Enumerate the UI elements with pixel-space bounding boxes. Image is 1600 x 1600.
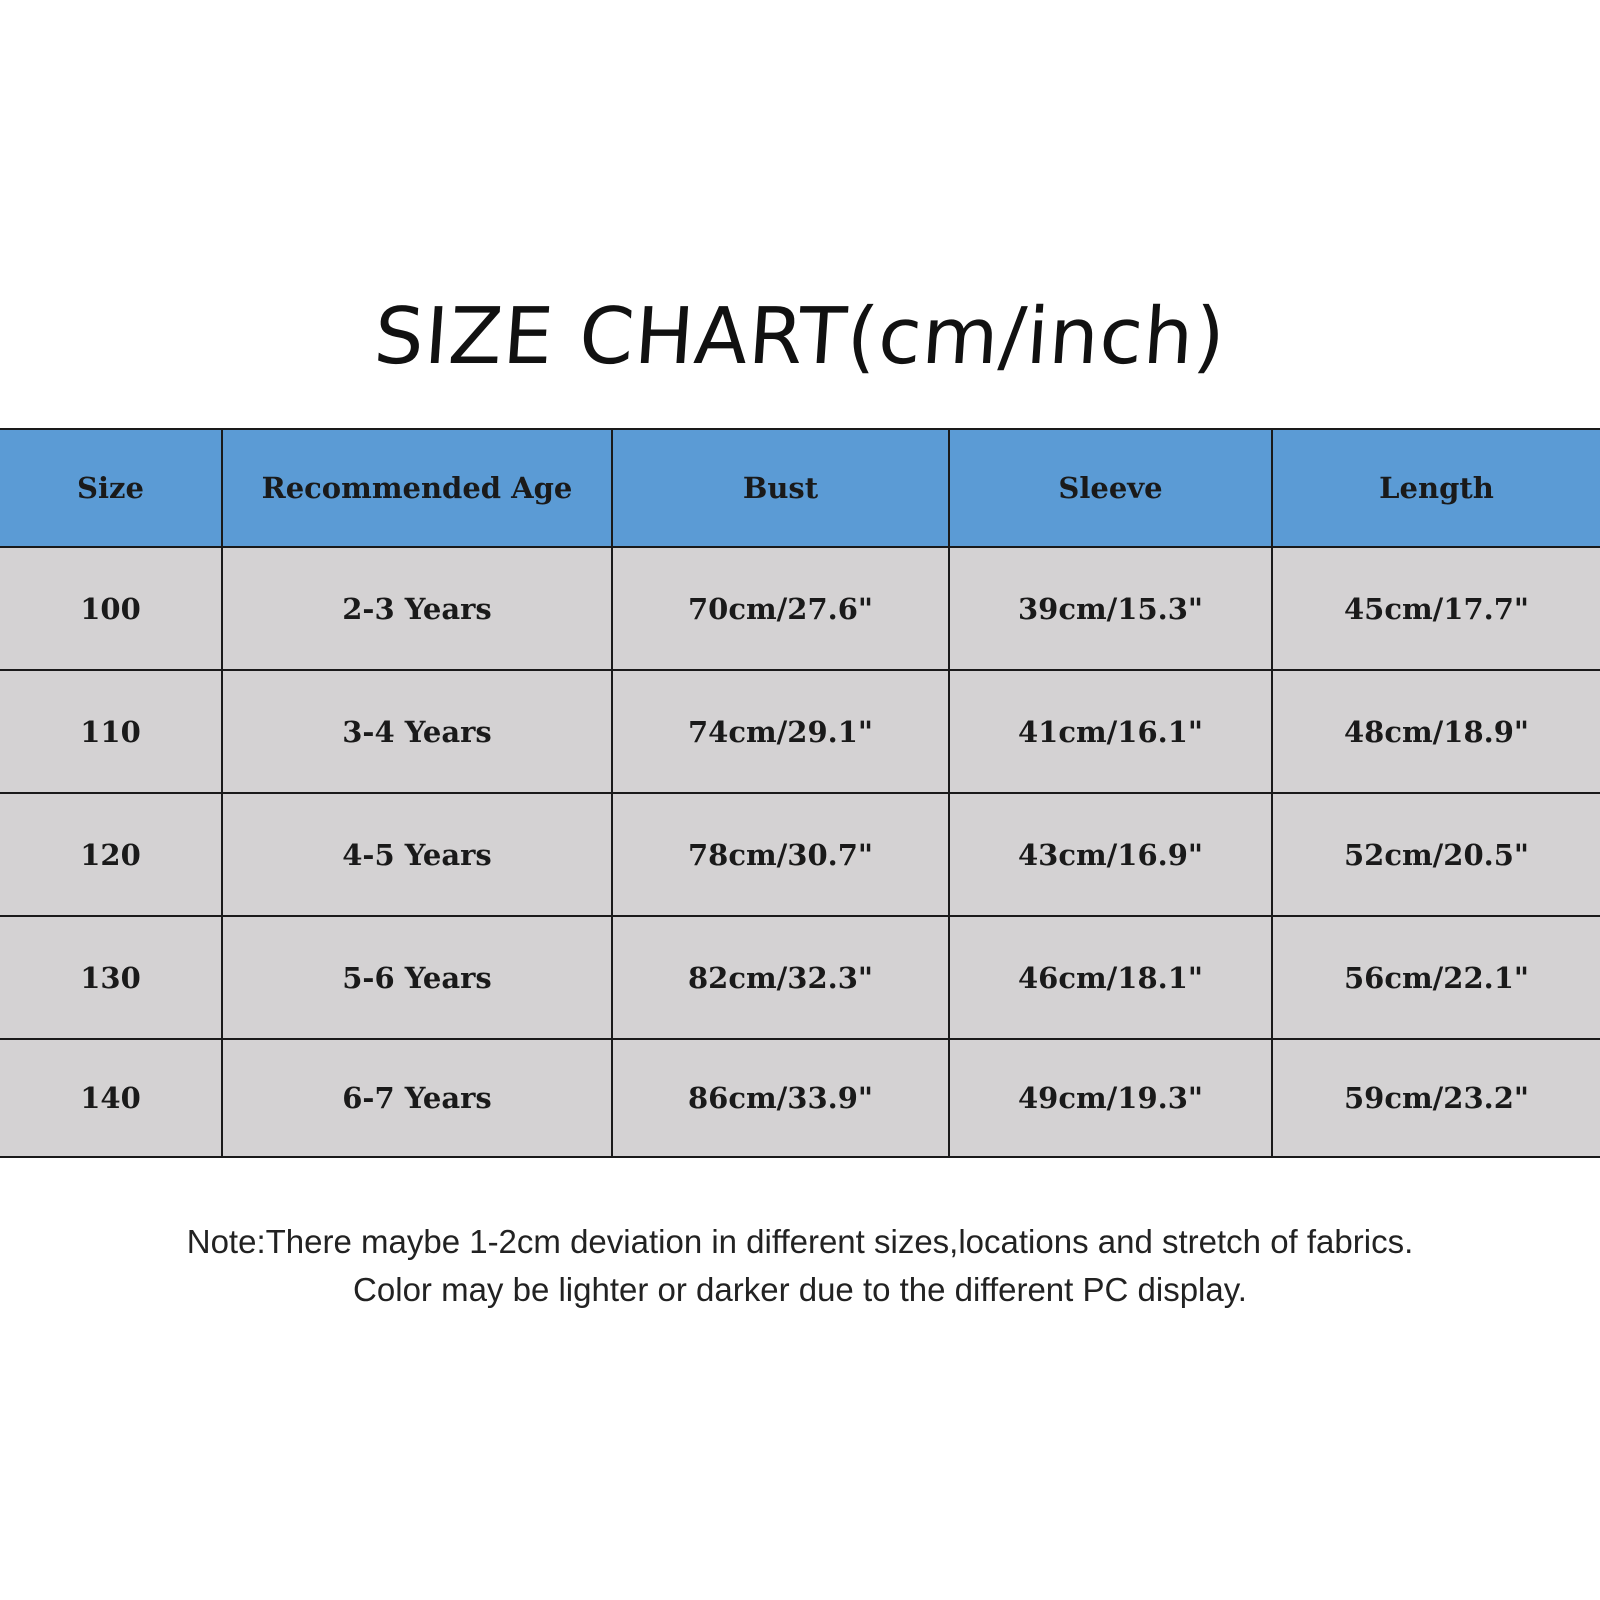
cell-bust: 70cm/27.6" xyxy=(611,546,950,671)
table-row: 140 6-7 Years 86cm/33.9" 49cm/19.3" 59cm… xyxy=(0,1038,1600,1158)
cell-age: 3-4 Years xyxy=(221,669,613,794)
cell-size: 110 xyxy=(0,669,223,794)
cell-sleeve: 41cm/16.1" xyxy=(948,669,1273,794)
cell-size: 120 xyxy=(0,792,223,917)
table-row: 120 4-5 Years 78cm/30.7" 43cm/16.9" 52cm… xyxy=(0,792,1600,917)
size-chart-table: Size Recommended Age Bust Sleeve Length … xyxy=(0,428,1600,1158)
cell-length: 56cm/22.1" xyxy=(1271,915,1600,1040)
header-length: Length xyxy=(1271,428,1600,548)
cell-age: 5-6 Years xyxy=(221,915,613,1040)
cell-size: 100 xyxy=(0,546,223,671)
note-line-2: Color may be lighter or darker due to th… xyxy=(353,1271,1247,1308)
header-sleeve: Sleeve xyxy=(948,428,1273,548)
table-row: 130 5-6 Years 82cm/32.3" 46cm/18.1" 56cm… xyxy=(0,915,1600,1040)
table-header-row: Size Recommended Age Bust Sleeve Length xyxy=(0,428,1600,548)
cell-sleeve: 43cm/16.9" xyxy=(948,792,1273,917)
cell-age: 2-3 Years xyxy=(221,546,613,671)
note-line-1: Note:There maybe 1-2cm deviation in diff… xyxy=(186,1223,1414,1260)
header-size: Size xyxy=(0,428,223,548)
cell-age: 4-5 Years xyxy=(221,792,613,917)
cell-bust: 74cm/29.1" xyxy=(611,669,950,794)
page-title: SIZE CHART(cm/inch) xyxy=(371,292,1229,382)
header-bust: Bust xyxy=(611,428,950,548)
cell-bust: 82cm/32.3" xyxy=(611,915,950,1040)
cell-sleeve: 39cm/15.3" xyxy=(948,546,1273,671)
cell-length: 48cm/18.9" xyxy=(1271,669,1600,794)
cell-size: 130 xyxy=(0,915,223,1040)
note-text: Note:There maybe 1-2cm deviation in diff… xyxy=(0,1218,1600,1314)
cell-length: 45cm/17.7" xyxy=(1271,546,1600,671)
cell-length: 52cm/20.5" xyxy=(1271,792,1600,917)
cell-length: 59cm/23.2" xyxy=(1271,1038,1600,1158)
header-recommended-age: Recommended Age xyxy=(221,428,613,548)
cell-sleeve: 49cm/19.3" xyxy=(948,1038,1273,1158)
cell-size: 140 xyxy=(0,1038,223,1158)
table-row: 110 3-4 Years 74cm/29.1" 41cm/16.1" 48cm… xyxy=(0,669,1600,794)
cell-age: 6-7 Years xyxy=(221,1038,613,1158)
table-row: 100 2-3 Years 70cm/27.6" 39cm/15.3" 45cm… xyxy=(0,546,1600,671)
cell-sleeve: 46cm/18.1" xyxy=(948,915,1273,1040)
cell-bust: 86cm/33.9" xyxy=(611,1038,950,1158)
cell-bust: 78cm/30.7" xyxy=(611,792,950,917)
